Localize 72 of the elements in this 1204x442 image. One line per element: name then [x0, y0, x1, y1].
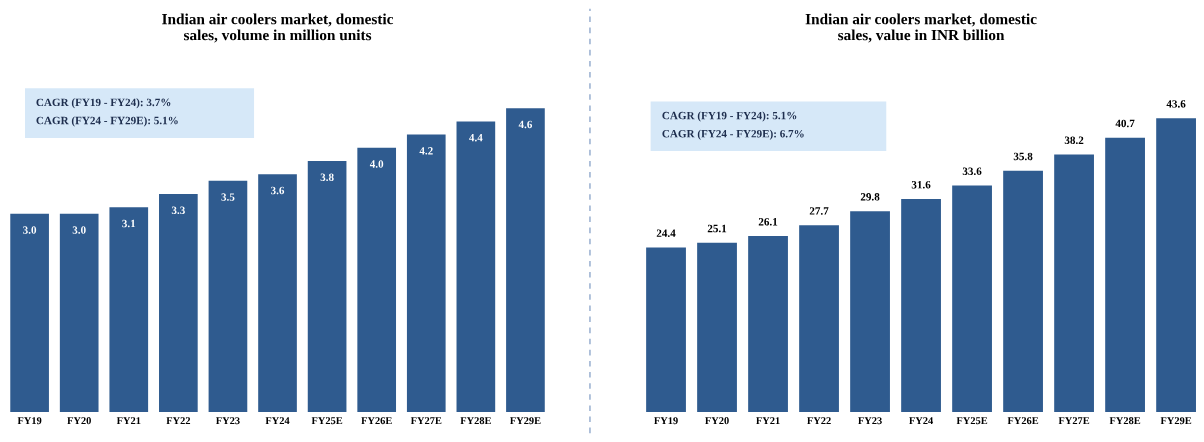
- data-label: 43.6: [1166, 100, 1186, 108]
- data-label: 31.6: [911, 180, 931, 189]
- data-label: 3.6: [271, 186, 285, 195]
- data-label: 25.1: [707, 224, 727, 233]
- bar: [901, 199, 941, 412]
- x-tick-label: FY25E: [311, 417, 343, 425]
- x-tick-label: FY29E: [1160, 417, 1192, 425]
- data-label: 4.0: [369, 160, 384, 168]
- x-tick-label: FY23: [215, 417, 240, 425]
- bar: [159, 194, 198, 412]
- x-tick-label: FY23: [858, 417, 882, 425]
- data-label: 3.5: [221, 193, 235, 201]
- bar: [1156, 118, 1196, 412]
- x-tick-label: FY20: [705, 417, 729, 425]
- data-label: 3.0: [72, 226, 86, 234]
- data-label: 24.4: [656, 229, 676, 238]
- data-label: 3.8: [320, 173, 334, 182]
- bar: [799, 225, 839, 412]
- x-tick-label: FY27E: [410, 417, 442, 425]
- bar: [748, 236, 788, 412]
- data-label: 40.7: [1115, 119, 1135, 128]
- data-label: 3.1: [122, 219, 136, 228]
- data-label: 3.0: [23, 226, 37, 234]
- annotation: CAGR (FY24 - FY29E): 5.1%: [36, 116, 178, 127]
- bar: [456, 121, 496, 412]
- bar: [258, 174, 297, 412]
- bar: [109, 207, 149, 412]
- data-label: 4.4: [469, 133, 483, 142]
- x-tick-label: FY25E: [956, 417, 988, 425]
- bar: [646, 247, 686, 412]
- chart-title: Indian air coolers market, domestic sales, value in INR billion: [805, 13, 1037, 43]
- bar: [1003, 170, 1043, 412]
- bar: [10, 213, 49, 412]
- data-label: 27.7: [809, 207, 829, 215]
- data-label: 26.1: [758, 218, 778, 226]
- data-label: 33.6: [962, 167, 982, 176]
- x-tick-label: FY22: [807, 417, 831, 425]
- annotation: CAGR (FY19 - FY24): 3.7%: [36, 98, 171, 109]
- x-tick-label: FY27E: [1058, 417, 1090, 425]
- bar: [208, 180, 248, 412]
- data-label: 29.8: [860, 193, 880, 201]
- data-label: 4.2: [419, 147, 433, 155]
- bar: [850, 211, 890, 412]
- data-label: 35.8: [1013, 152, 1033, 161]
- x-tick-label: FY28E: [1109, 417, 1141, 425]
- x-tick-label: FY26E: [1007, 417, 1039, 425]
- x-tick-label: FY21: [116, 417, 141, 425]
- bar: [697, 242, 737, 412]
- bar: [1105, 137, 1145, 412]
- annotation: CAGR (FY24 - FY29E): 6.7%: [662, 129, 804, 140]
- x-tick-label: FY24: [265, 417, 290, 425]
- bar: [506, 108, 545, 412]
- bar: [307, 161, 347, 412]
- bar: [357, 147, 397, 412]
- x-tick-label: FY19: [17, 417, 42, 425]
- x-tick-label: FY19: [654, 417, 678, 425]
- bar: [406, 134, 446, 412]
- x-tick-label: FY26E: [361, 417, 392, 425]
- bar: [59, 213, 99, 412]
- x-tick-label: FY28E: [460, 417, 491, 425]
- data-label: 38.2: [1064, 136, 1084, 145]
- data-label: 4.6: [518, 120, 533, 129]
- x-tick-label: FY24: [909, 417, 934, 425]
- bar: [1054, 154, 1094, 412]
- chart-title: Indian air coolers market, domestic sales, volume in million units: [162, 13, 394, 43]
- data-label: 3.3: [171, 206, 185, 215]
- x-tick-label: FY21: [756, 417, 780, 425]
- bar: [952, 185, 992, 412]
- x-tick-label: FY29E: [509, 417, 541, 425]
- annotation: CAGR (FY19 - FY24): 5.1%: [662, 111, 797, 122]
- x-tick-label: FY20: [67, 417, 91, 425]
- x-tick-label: FY22: [166, 417, 191, 425]
